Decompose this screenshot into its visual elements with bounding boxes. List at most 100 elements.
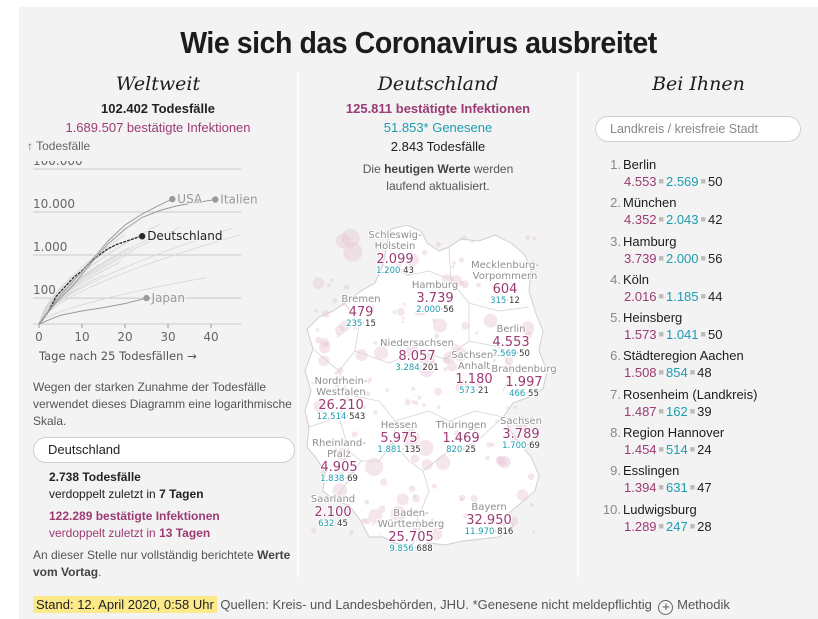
state-recovered: 315 xyxy=(490,296,506,306)
x-tick-label: 40 xyxy=(203,330,218,344)
deaths-chart[interactable]: 0 10 20 30 40 Tage nach 25 Todesfällen → 100 1… xyxy=(27,161,297,371)
state-sub-values: 632·45 xyxy=(318,519,348,529)
district-bubble xyxy=(451,344,460,353)
district-search-input[interactable]: Landkreis / kreisfreie Stadt xyxy=(595,116,801,142)
district-list-item[interactable]: 1. Berlin 4.553 ■ 2.569 ■ 50 xyxy=(597,157,812,195)
district-bubble xyxy=(434,333,440,339)
district-bubble xyxy=(313,400,326,412)
district-bubble xyxy=(371,522,375,526)
separator-dot: ■ xyxy=(658,482,664,493)
state-recovered: 1.838 xyxy=(320,474,344,484)
district-bubble xyxy=(419,359,423,363)
x-tick-label: 30 xyxy=(160,330,175,344)
column-divider xyxy=(577,73,579,577)
district-bubble xyxy=(449,350,453,354)
district-list-item[interactable]: 5. Heinsberg 1.573 ■ 1.041 ■ 50 xyxy=(597,310,812,348)
district-bubble xyxy=(417,395,422,400)
district-bubble xyxy=(435,241,441,247)
state-name-line2: Anhalt xyxy=(458,361,490,372)
y-tick-label: 10.000 xyxy=(33,197,75,211)
country-select[interactable]: Deutschland xyxy=(33,437,295,463)
district-list-item[interactable]: 9. Esslingen 1.394 ■ 631 ■ 47 xyxy=(597,463,812,501)
district-bubble xyxy=(377,272,381,276)
state-name-line2: Vorpommern xyxy=(473,271,538,282)
update-suffix: werden laufend aktualisiert. xyxy=(386,162,514,193)
separator-dot: ■ xyxy=(689,367,696,378)
district-bubble xyxy=(325,341,330,346)
state-deaths: 69 xyxy=(347,474,358,484)
district-list-item[interactable]: 2. München 4.352 ■ 2.043 ■ 42 xyxy=(597,195,812,233)
district-bubble xyxy=(436,405,441,409)
state-name-line2: Westfalen xyxy=(316,387,366,398)
district-bubble xyxy=(419,308,426,316)
district-bubble xyxy=(334,383,340,389)
series-line-japan[interactable] xyxy=(38,297,147,325)
district-bubble xyxy=(340,453,344,458)
district-bubble xyxy=(495,456,504,464)
y-tick-label: 100.000 xyxy=(33,161,83,168)
state-infections: 3.739 xyxy=(416,291,453,306)
district-list-item[interactable]: 6. Städteregion Aachen 1.508 ■ 854 ■ 48 xyxy=(597,348,812,386)
state-infections: 1.469 xyxy=(442,431,479,446)
separator-dot: · xyxy=(420,363,423,373)
district-bubble xyxy=(532,530,536,534)
district-list-item[interactable]: 4. Köln 2.016 ■ 1.185 ■ 44 xyxy=(597,272,812,310)
state-deaths: 135 xyxy=(404,445,420,455)
methodik-button[interactable]: + Methodik xyxy=(655,597,730,615)
separator-dot: ■ xyxy=(658,520,664,531)
timestamp-badge: Stand: 12. April 2020, 0:58 Uhr xyxy=(33,596,217,613)
district-name: Region Hannover xyxy=(623,425,725,441)
district-bubble xyxy=(455,379,470,394)
weltweit-column: Weltweit 102.402 Todesfälle 1.689.507 be… xyxy=(27,73,295,579)
district-list-item[interactable]: 8. Region Hannover 1.454 ■ 514 ■ 24 xyxy=(597,425,812,463)
district-deaths: 48 xyxy=(697,365,712,381)
district-bubble xyxy=(443,367,448,372)
background-country-line xyxy=(38,226,182,325)
district-list-item[interactable]: 3. Hamburg 3.739 ■ 2.000 ■ 56 xyxy=(597,234,812,272)
series-line-italien[interactable] xyxy=(38,199,216,325)
series-label-italien: Italien xyxy=(220,193,257,207)
state-name: Saarland xyxy=(311,494,355,505)
district-name: Hamburg xyxy=(623,233,677,249)
page-title: Wie sich das Coronavirus ausbreitet xyxy=(180,25,657,60)
state-deaths: 816 xyxy=(497,527,513,537)
state-sub-values: 2.569·50 xyxy=(492,349,530,359)
district-infections: 1.573 xyxy=(624,327,657,343)
state-sub-values: 9.856·688 xyxy=(389,544,432,554)
state-sub-values: 466·55 xyxy=(509,389,539,399)
separator-dot: · xyxy=(400,266,403,276)
district-bubble xyxy=(406,253,419,266)
doubling-infections-value: 122.289 bestätigte Infektionen xyxy=(49,509,220,523)
separator-dot: ■ xyxy=(658,290,664,301)
district-bubble xyxy=(414,281,421,287)
district-list-item[interactable]: 7. Rosenheim (Landkreis) 1.487 ■ 162 ■ 39 xyxy=(597,387,812,425)
state-sub-values: 3.284·201 xyxy=(395,363,438,373)
district-bubble xyxy=(510,434,519,443)
district-name: Rosenheim (Landkreis) xyxy=(623,386,758,402)
series-line-usa[interactable] xyxy=(38,198,173,325)
doubling-deaths-prefix: verdoppelt zuletzt in xyxy=(49,487,160,501)
district-bubble xyxy=(380,478,388,486)
district-bubble xyxy=(361,517,368,524)
district-deaths: 39 xyxy=(697,403,712,419)
district-bubble xyxy=(368,509,383,524)
district-list-item[interactable]: 10. Ludwigsburg 1.289 ■ 247 ■ 28 xyxy=(597,502,812,540)
separator-dot: · xyxy=(362,319,365,329)
